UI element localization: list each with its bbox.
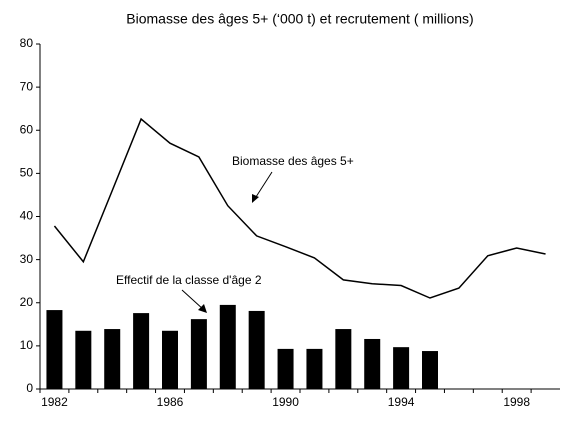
line bbox=[53, 117, 546, 299]
y-tick-label: 40 bbox=[20, 209, 34, 223]
bar bbox=[46, 310, 63, 389]
annotation-arrow bbox=[253, 171, 273, 201]
y-tick-label: 50 bbox=[20, 166, 34, 180]
y-tick-label: 60 bbox=[20, 122, 34, 136]
bar bbox=[104, 329, 121, 389]
bar bbox=[75, 330, 92, 389]
x-tick-label: 1990 bbox=[272, 395, 299, 409]
bar bbox=[422, 351, 438, 389]
y-tick-label: 10 bbox=[20, 338, 34, 352]
arrow-head bbox=[252, 194, 259, 203]
bar bbox=[364, 338, 381, 389]
y-tick-label: 70 bbox=[20, 79, 34, 93]
y-tick-label: 30 bbox=[20, 252, 34, 266]
x-tick-label: 1998 bbox=[503, 395, 530, 409]
bar bbox=[162, 330, 178, 389]
bar bbox=[335, 329, 352, 389]
annotation-arrow bbox=[181, 289, 205, 311]
bar bbox=[190, 319, 207, 389]
x-tick-label: 1994 bbox=[388, 395, 415, 409]
chart-title: Biomasse des âges 5+ (‘000 t) et recrute… bbox=[126, 11, 473, 27]
x-tick-label: 1982 bbox=[41, 395, 68, 409]
bar bbox=[248, 310, 265, 389]
y-tick-label: 0 bbox=[26, 381, 33, 395]
bar bbox=[219, 304, 236, 389]
bar bbox=[277, 348, 294, 389]
y-tick-label: 20 bbox=[20, 295, 34, 309]
x-tick-label: 1986 bbox=[157, 395, 184, 409]
line-annotation: Biomasse des âges 5+ bbox=[232, 154, 354, 168]
bar bbox=[306, 348, 323, 389]
bar-annotation: Effectif de la classe d'âge 2 bbox=[116, 273, 262, 287]
bar bbox=[133, 313, 150, 389]
bar bbox=[393, 347, 410, 389]
arrow-head bbox=[198, 304, 207, 313]
y-tick-label: 80 bbox=[20, 36, 34, 50]
